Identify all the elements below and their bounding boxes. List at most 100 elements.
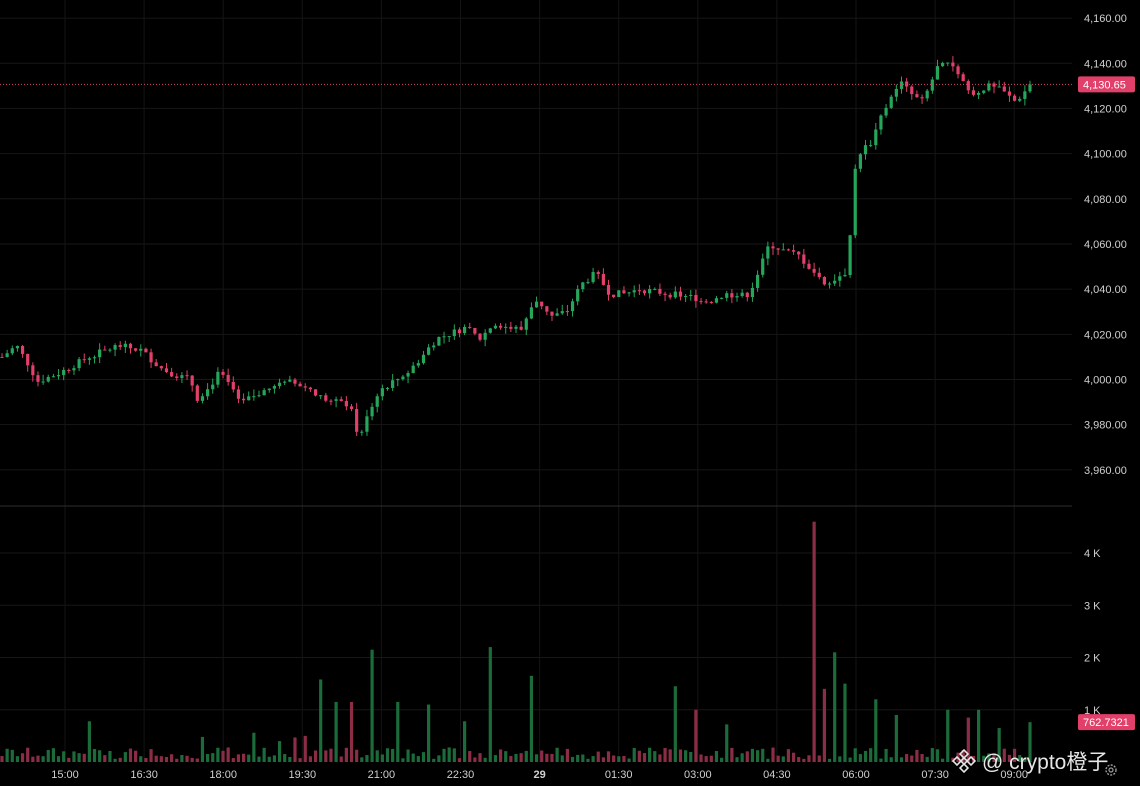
candle-body: [46, 376, 50, 382]
candle-body: [283, 381, 287, 383]
candle-body: [612, 294, 616, 297]
volume-bar: [761, 748, 765, 762]
candle-body: [910, 86, 914, 95]
volume-bar: [771, 747, 775, 762]
time-tick-label: 16:30: [130, 769, 158, 781]
volume-bar: [699, 754, 703, 762]
volume-bar: [319, 679, 323, 762]
volume-bar: [663, 747, 667, 762]
volume-bar: [344, 747, 348, 762]
candle-body: [632, 290, 636, 293]
candle-body: [267, 388, 271, 391]
volume-bar: [992, 753, 996, 762]
candle-body: [452, 329, 456, 337]
volume-bar: [560, 755, 564, 762]
settings-gear-icon[interactable]: [1104, 763, 1118, 777]
volume-bar: [447, 747, 451, 762]
candle-body: [15, 346, 20, 349]
volume-bar: [766, 758, 770, 762]
volume-bar: [134, 750, 138, 762]
watermark: @ crypto橙子: [952, 746, 1108, 776]
volume-bar: [365, 755, 369, 762]
volume-bar: [272, 755, 277, 762]
volume-bar: [195, 758, 199, 762]
candle-body: [925, 90, 929, 99]
volume-bar: [329, 748, 333, 762]
volume-bar: [863, 750, 868, 762]
time-tick-label: 03:00: [684, 769, 712, 781]
candle-body: [560, 311, 564, 314]
volume-bar: [36, 755, 40, 762]
candle-body: [175, 376, 179, 378]
candle-body: [961, 74, 965, 82]
time-tick-label: 07:30: [921, 769, 949, 781]
volume-bar: [606, 751, 611, 762]
candle-body: [591, 272, 595, 283]
candle-body: [447, 336, 451, 338]
candle-body: [735, 296, 739, 298]
volume-bar: [797, 757, 801, 762]
volume-bar: [118, 757, 122, 762]
volume-axis[interactable]: 1 K 2 K 3 K 4 K: [1084, 548, 1101, 717]
time-tick-label: 09:00: [1000, 769, 1028, 781]
candle-body: [216, 371, 220, 385]
candle-body: [324, 395, 328, 401]
price-axis[interactable]: 3,960.00 3,980.00 4,000.00 4,020.00 4,040.00…: [1084, 13, 1127, 477]
volume-bar: [977, 709, 981, 762]
time-tick-label: 22:30: [447, 769, 475, 781]
candle-body: [0, 356, 4, 358]
candle-body: [843, 274, 847, 277]
candle-body: [1028, 84, 1032, 92]
volume-bar: [935, 749, 940, 762]
candle-body: [684, 295, 688, 297]
time-axis[interactable]: 15:00 16:30 18:00 19:30 21:00 22:30 29 01:30 03:…: [51, 769, 1028, 781]
candle-body: [971, 90, 976, 95]
volume-bar: [658, 754, 662, 762]
candle-body: [385, 387, 390, 389]
volume-bar: [0, 756, 4, 762]
candle-body: [498, 325, 503, 328]
last-price-badge: 4,130.65: [1078, 76, 1135, 93]
candle-body: [113, 345, 117, 350]
candle-body: [406, 373, 410, 377]
candle-body: [164, 368, 169, 373]
price-tick-label: 4,140.00: [1084, 58, 1127, 70]
candle-body: [149, 352, 153, 363]
candle-body: [5, 353, 9, 357]
volume-bar: [519, 753, 523, 762]
volume-bar: [62, 751, 66, 762]
candle-body: [848, 235, 852, 275]
candle-body: [339, 399, 343, 402]
candle-body: [308, 387, 312, 390]
candle-body: [709, 301, 713, 303]
volume-bar: [997, 728, 1001, 762]
volume-bar: [591, 756, 595, 762]
candle-body: [889, 96, 893, 108]
candle-body: [82, 359, 86, 361]
candle-body: [935, 66, 940, 80]
time-tick-label: 04:30: [763, 769, 791, 781]
candle-body: [72, 368, 76, 371]
volume-bar: [735, 757, 739, 762]
candle-body: [827, 283, 832, 285]
volume-bar: [185, 755, 189, 762]
volume-bar: [375, 750, 379, 762]
candle-body: [247, 396, 251, 401]
price-tick-label: 4,000.00: [1084, 375, 1127, 387]
last-volume-badge-bg: [1078, 714, 1135, 731]
candle-body: [41, 381, 45, 383]
candle-body: [761, 258, 765, 275]
candle-body: [288, 379, 292, 382]
volume-tick-label: 3 K: [1084, 600, 1101, 612]
volume-bar: [930, 748, 934, 762]
volume-bar: [82, 753, 86, 762]
volume-bar: [889, 757, 893, 762]
volume-series: [0, 521, 1032, 762]
volume-bar: [149, 749, 153, 762]
candle-body: [606, 284, 611, 295]
candle-body: [637, 290, 641, 292]
volume-bar: [288, 756, 292, 762]
volume-bar: [5, 748, 9, 762]
price-tick-label: 4,020.00: [1084, 329, 1127, 341]
